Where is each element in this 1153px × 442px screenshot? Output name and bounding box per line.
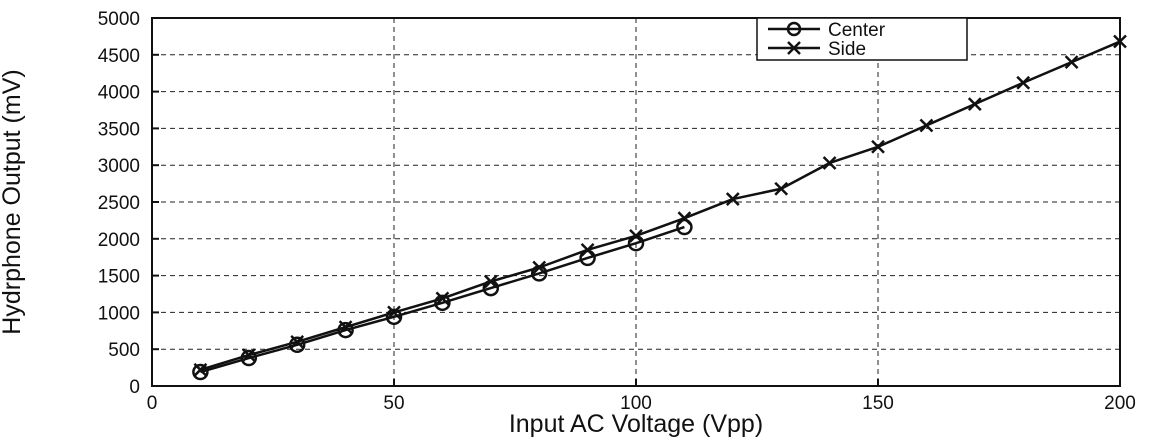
y-tick-label: 1000 (98, 303, 140, 324)
y-tick-label: 1500 (98, 267, 140, 288)
x-marker-stroke (677, 211, 692, 226)
y-tick-label: 2000 (98, 230, 140, 251)
y-tick-label: 2500 (98, 193, 140, 214)
series-side (193, 34, 1127, 377)
data-point-side (677, 211, 692, 226)
x-marker-stroke (822, 156, 837, 170)
x-marker-stroke (1064, 55, 1079, 70)
x-marker-stroke (774, 181, 789, 196)
data-point-side (338, 320, 353, 335)
x-axis-label: Input AC Voltage (Vpp) (509, 410, 763, 438)
x-marker-stroke (725, 192, 740, 206)
x-marker-stroke (1016, 75, 1031, 90)
data-point-side (193, 362, 208, 377)
x-tick-label: 0 (147, 393, 158, 414)
data-point-side (919, 118, 934, 133)
x-marker-stroke (387, 305, 401, 320)
data-point-side (1113, 34, 1127, 49)
data-point-center (676, 218, 693, 236)
legend-center-marker (786, 21, 802, 37)
legend-side-label: Side (828, 39, 866, 60)
y-tick-label: 4000 (98, 83, 140, 104)
data-point-side (483, 274, 498, 289)
legend-box (756, 17, 968, 61)
data-point-side (435, 291, 450, 306)
y-tick-label: 3000 (98, 156, 140, 177)
data-point-side (290, 334, 305, 349)
x-marker-stroke (967, 97, 982, 111)
x-marker-stroke (435, 291, 450, 306)
x-tick-label: 100 (620, 393, 652, 414)
x-marker-stroke (290, 334, 305, 349)
data-point-side (580, 242, 595, 257)
legend: Center Side (756, 17, 968, 61)
series-line-side (200, 40, 1121, 372)
data-point-center (385, 308, 403, 326)
x-marker-stroke (483, 274, 498, 289)
x-tick-label: 150 (862, 393, 894, 414)
series-layer (192, 34, 1127, 381)
x-marker-stroke (1113, 34, 1127, 49)
x-marker-stroke (919, 118, 934, 133)
legend-side-marker (787, 41, 801, 55)
x-marker-stroke (193, 362, 208, 377)
grid-lines (152, 18, 1120, 386)
data-point-side (1064, 55, 1079, 70)
x-tick-label: 50 (383, 393, 404, 414)
data-point-center (192, 363, 209, 381)
x-marker-stroke (580, 242, 595, 257)
x-marker-stroke (629, 228, 643, 243)
data-point-side (241, 348, 256, 362)
data-point-side (1016, 75, 1031, 90)
data-point-side (774, 181, 789, 196)
y-axis-label: Hydrphone Output (mV) (0, 69, 26, 334)
data-point-side (532, 260, 547, 275)
x-marker-stroke (338, 320, 353, 335)
x-tick-label: 200 (1104, 393, 1136, 414)
series-line-center (200, 225, 685, 374)
data-point-center (434, 294, 451, 312)
data-point-side (387, 305, 401, 320)
y-tick-label: 0 (129, 377, 140, 398)
y-tick-label: 5000 (98, 9, 140, 30)
x-marker-stroke (532, 260, 547, 275)
x-marker-stroke (871, 139, 885, 154)
data-point-side (871, 139, 885, 154)
data-point-side (629, 228, 643, 243)
x-marker-stroke (241, 348, 256, 362)
y-tick-label: 4500 (98, 46, 140, 67)
y-tick-label: 3500 (98, 119, 140, 140)
y-tick-label: 500 (108, 340, 140, 361)
data-point-side (822, 156, 837, 170)
data-point-side (967, 97, 982, 111)
data-point-side (725, 192, 740, 206)
axis-ticks: 0 50 100 150 2000500100015002000250030003500… (98, 9, 1136, 414)
legend-center-label: Center (828, 20, 886, 41)
